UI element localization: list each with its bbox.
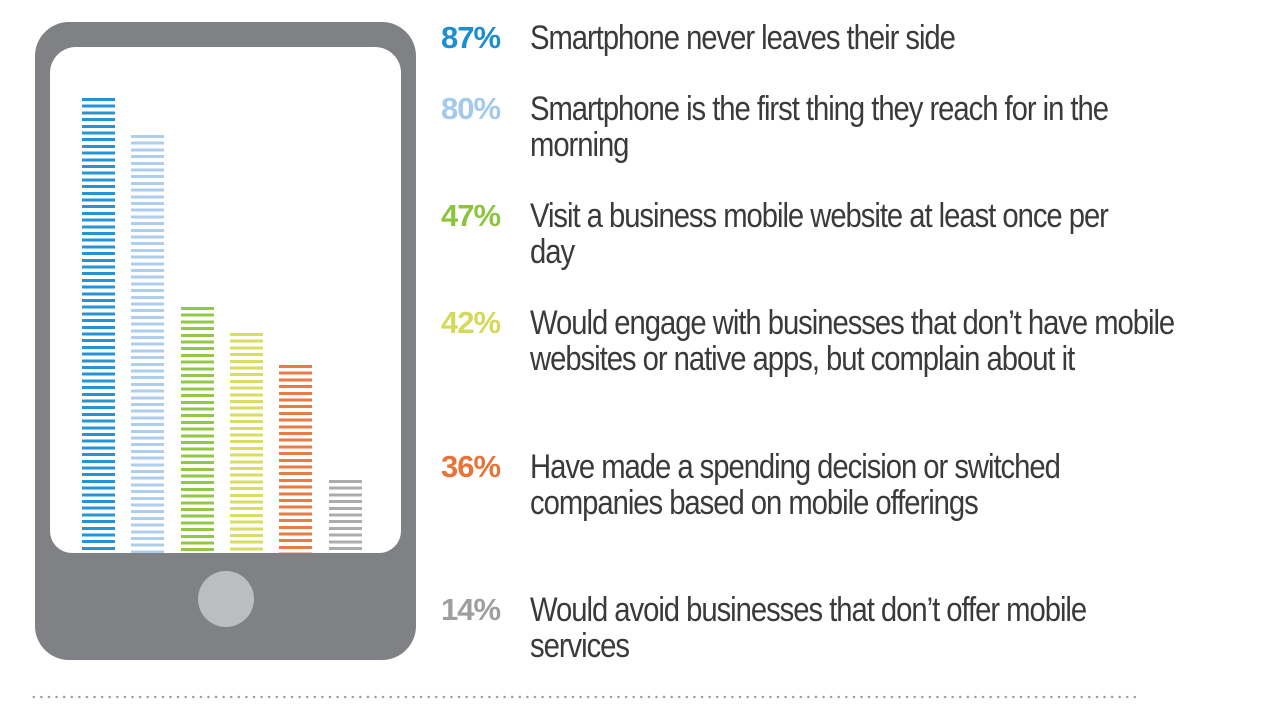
bar-14: [329, 480, 362, 553]
stat-percent: 80%: [441, 91, 501, 126]
phone-screen: [50, 47, 401, 553]
bar-36: [279, 365, 312, 553]
source-note-cropped: [30, 706, 1130, 720]
stat-item: 36% Have made a spending decision or swi…: [441, 449, 1201, 521]
stat-item: 47% Visit a business mobile website at l…: [441, 198, 1201, 270]
dotted-divider: [30, 695, 1136, 699]
stat-item: 87% Smartphone never leaves their side: [441, 20, 1201, 56]
stat-percent: 42%: [441, 305, 501, 340]
stat-text: Smartphone is the first thing they reach…: [530, 90, 1109, 164]
stat-text: Have made a spending decision or switche…: [530, 448, 1061, 522]
bar-42: [230, 333, 263, 553]
stat-item: 80% Smartphone is the first thing they r…: [441, 91, 1201, 163]
stat-text: Smartphone never leaves their side: [530, 19, 956, 57]
stat-percent: 47%: [441, 198, 501, 233]
bar-80: [131, 135, 164, 553]
home-button-icon: [198, 571, 254, 627]
stat-text: Visit a business mobile website at least…: [530, 197, 1109, 271]
stat-percent: 87%: [441, 20, 501, 55]
stat-item: 42% Would engage with businesses that do…: [441, 305, 1201, 377]
stat-percent: 14%: [441, 592, 501, 627]
stat-percent: 36%: [441, 449, 501, 484]
stat-text: Would engage with businesses that don’t …: [530, 304, 1175, 378]
stat-text: Would avoid businesses that don’t offer …: [530, 591, 1087, 665]
stat-item: 14% Would avoid businesses that don’t of…: [441, 592, 1201, 664]
bar-47: [181, 307, 214, 553]
bar-87: [82, 98, 115, 553]
